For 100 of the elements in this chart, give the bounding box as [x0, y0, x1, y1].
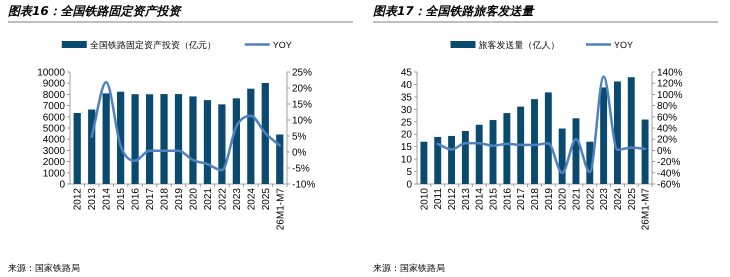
y2-tick-label: 20%	[292, 84, 312, 94]
y-tick-label: 0	[406, 180, 412, 190]
y-tick-label: 35	[400, 92, 412, 104]
bar	[102, 93, 110, 184]
bar	[420, 142, 428, 184]
y-tick-label: 6000	[42, 112, 66, 124]
bar	[160, 94, 168, 184]
x-tick-label: 2014	[102, 188, 113, 210]
bar	[146, 94, 154, 184]
chart-title: 图表17：全国铁路旅客发送量	[373, 4, 536, 18]
y-tick-label: 45	[400, 68, 412, 78]
bar	[74, 112, 81, 184]
x-tick-label: 2013	[87, 188, 98, 210]
y2-tick-label: -20%	[657, 157, 680, 168]
bar	[531, 99, 538, 184]
y-tick-label: 5	[406, 167, 412, 178]
y2-tick-label: 80%	[657, 101, 678, 112]
bar	[131, 94, 139, 184]
chart-title: 图表16：全国铁路固定资产投资	[8, 4, 183, 18]
bar	[88, 110, 96, 184]
bar	[189, 96, 197, 184]
bar	[628, 77, 635, 184]
y-tick-label: 30	[400, 104, 412, 116]
y2-tick-label: -60%	[657, 180, 680, 190]
y-tick-label: 1000	[42, 168, 66, 180]
x-tick-label: 2015	[116, 188, 128, 210]
y2-tick-label: 140%	[657, 68, 683, 78]
x-tick-label: 2010	[419, 188, 430, 210]
bar	[232, 98, 240, 184]
y-tick-label: 7000	[42, 101, 66, 112]
bar	[262, 82, 269, 184]
y-tick-label: 40	[400, 80, 412, 91]
y2-tick-label: -40%	[657, 168, 680, 180]
y-tick-label: 15	[400, 142, 412, 154]
bar	[218, 104, 226, 184]
x-tick-label: 2020	[188, 188, 200, 210]
bar	[490, 120, 496, 184]
x-tick-label: 26M1-M7	[275, 188, 286, 230]
y2-tick-label: 20%	[657, 134, 678, 146]
x-tick-label: 2020	[558, 188, 569, 210]
x-tick-label: 26M1-M7	[640, 188, 652, 230]
bar	[448, 136, 456, 184]
x-tick-label: 2012	[72, 188, 84, 210]
y2-tick-label: 40%	[657, 124, 678, 134]
bar	[517, 106, 524, 184]
bar	[276, 134, 284, 184]
x-tick-label: 2012	[447, 188, 458, 210]
bar	[558, 128, 566, 184]
bar	[642, 120, 649, 184]
bar	[462, 130, 469, 184]
y-tick-label: 25	[400, 117, 412, 128]
legend-label: 旅客发送量（亿人）	[478, 40, 560, 50]
y-tick-label: 5000	[42, 124, 66, 134]
y-tick-label: 8000	[42, 90, 66, 101]
x-tick-label: 2024	[612, 188, 624, 210]
y-tick-label: 9000	[42, 78, 66, 90]
legend-label: 全国铁路固定资产投资（亿元）	[90, 40, 216, 50]
y-tick-label: 10000	[37, 68, 66, 78]
y2-tick-label: 5%	[292, 132, 307, 142]
x-tick-label: 2024	[246, 188, 258, 210]
x-tick-label: 2022	[217, 188, 228, 210]
x-tick-label: 2017	[145, 188, 156, 210]
y-tick-label: 0	[59, 180, 66, 190]
bar	[614, 81, 621, 184]
y2-tick-label: 60%	[657, 112, 678, 124]
x-tick-label: 2019	[544, 188, 555, 210]
bar	[572, 118, 580, 184]
y2-tick-label: 25%	[292, 68, 312, 78]
y2-tick-label: 0%	[292, 148, 307, 158]
x-tick-label: 2021	[571, 188, 582, 210]
bar	[434, 136, 442, 184]
x-tick-label: 2016	[130, 188, 142, 210]
bar	[247, 88, 254, 184]
x-tick-label: 2018	[160, 188, 171, 210]
x-tick-label: 2023	[232, 188, 243, 210]
bar	[503, 113, 510, 184]
y-tick-label: 2000	[42, 157, 66, 168]
bar	[476, 124, 483, 184]
x-tick-label: 2025	[626, 188, 638, 210]
x-tick-label: 2014	[474, 188, 486, 210]
x-tick-label: 2015	[488, 188, 500, 210]
x-tick-label: 2018	[530, 188, 541, 210]
bar	[174, 94, 182, 184]
bar	[204, 100, 212, 184]
x-tick-label: 2011	[433, 188, 444, 210]
line-series	[90, 80, 282, 172]
x-tick-label: 2025	[260, 188, 272, 210]
x-tick-label: 2013	[460, 188, 472, 210]
x-tick-label: 2023	[599, 188, 610, 210]
x-tick-label: 2019	[174, 188, 185, 210]
y2-tick-label: 10%	[292, 116, 312, 126]
y-tick-label: 3000	[42, 146, 66, 157]
y2-tick-label: 15%	[292, 100, 312, 110]
legend-label: YOY	[272, 40, 292, 50]
x-tick-label: 2017	[516, 188, 528, 210]
y2-tick-label: -5%	[292, 164, 310, 174]
y-tick-label: 20	[400, 130, 412, 141]
x-tick-label: 2021	[202, 188, 214, 210]
y2-tick-label: 120%	[657, 78, 683, 90]
source-note: 来源：国家铁路局	[373, 263, 445, 273]
